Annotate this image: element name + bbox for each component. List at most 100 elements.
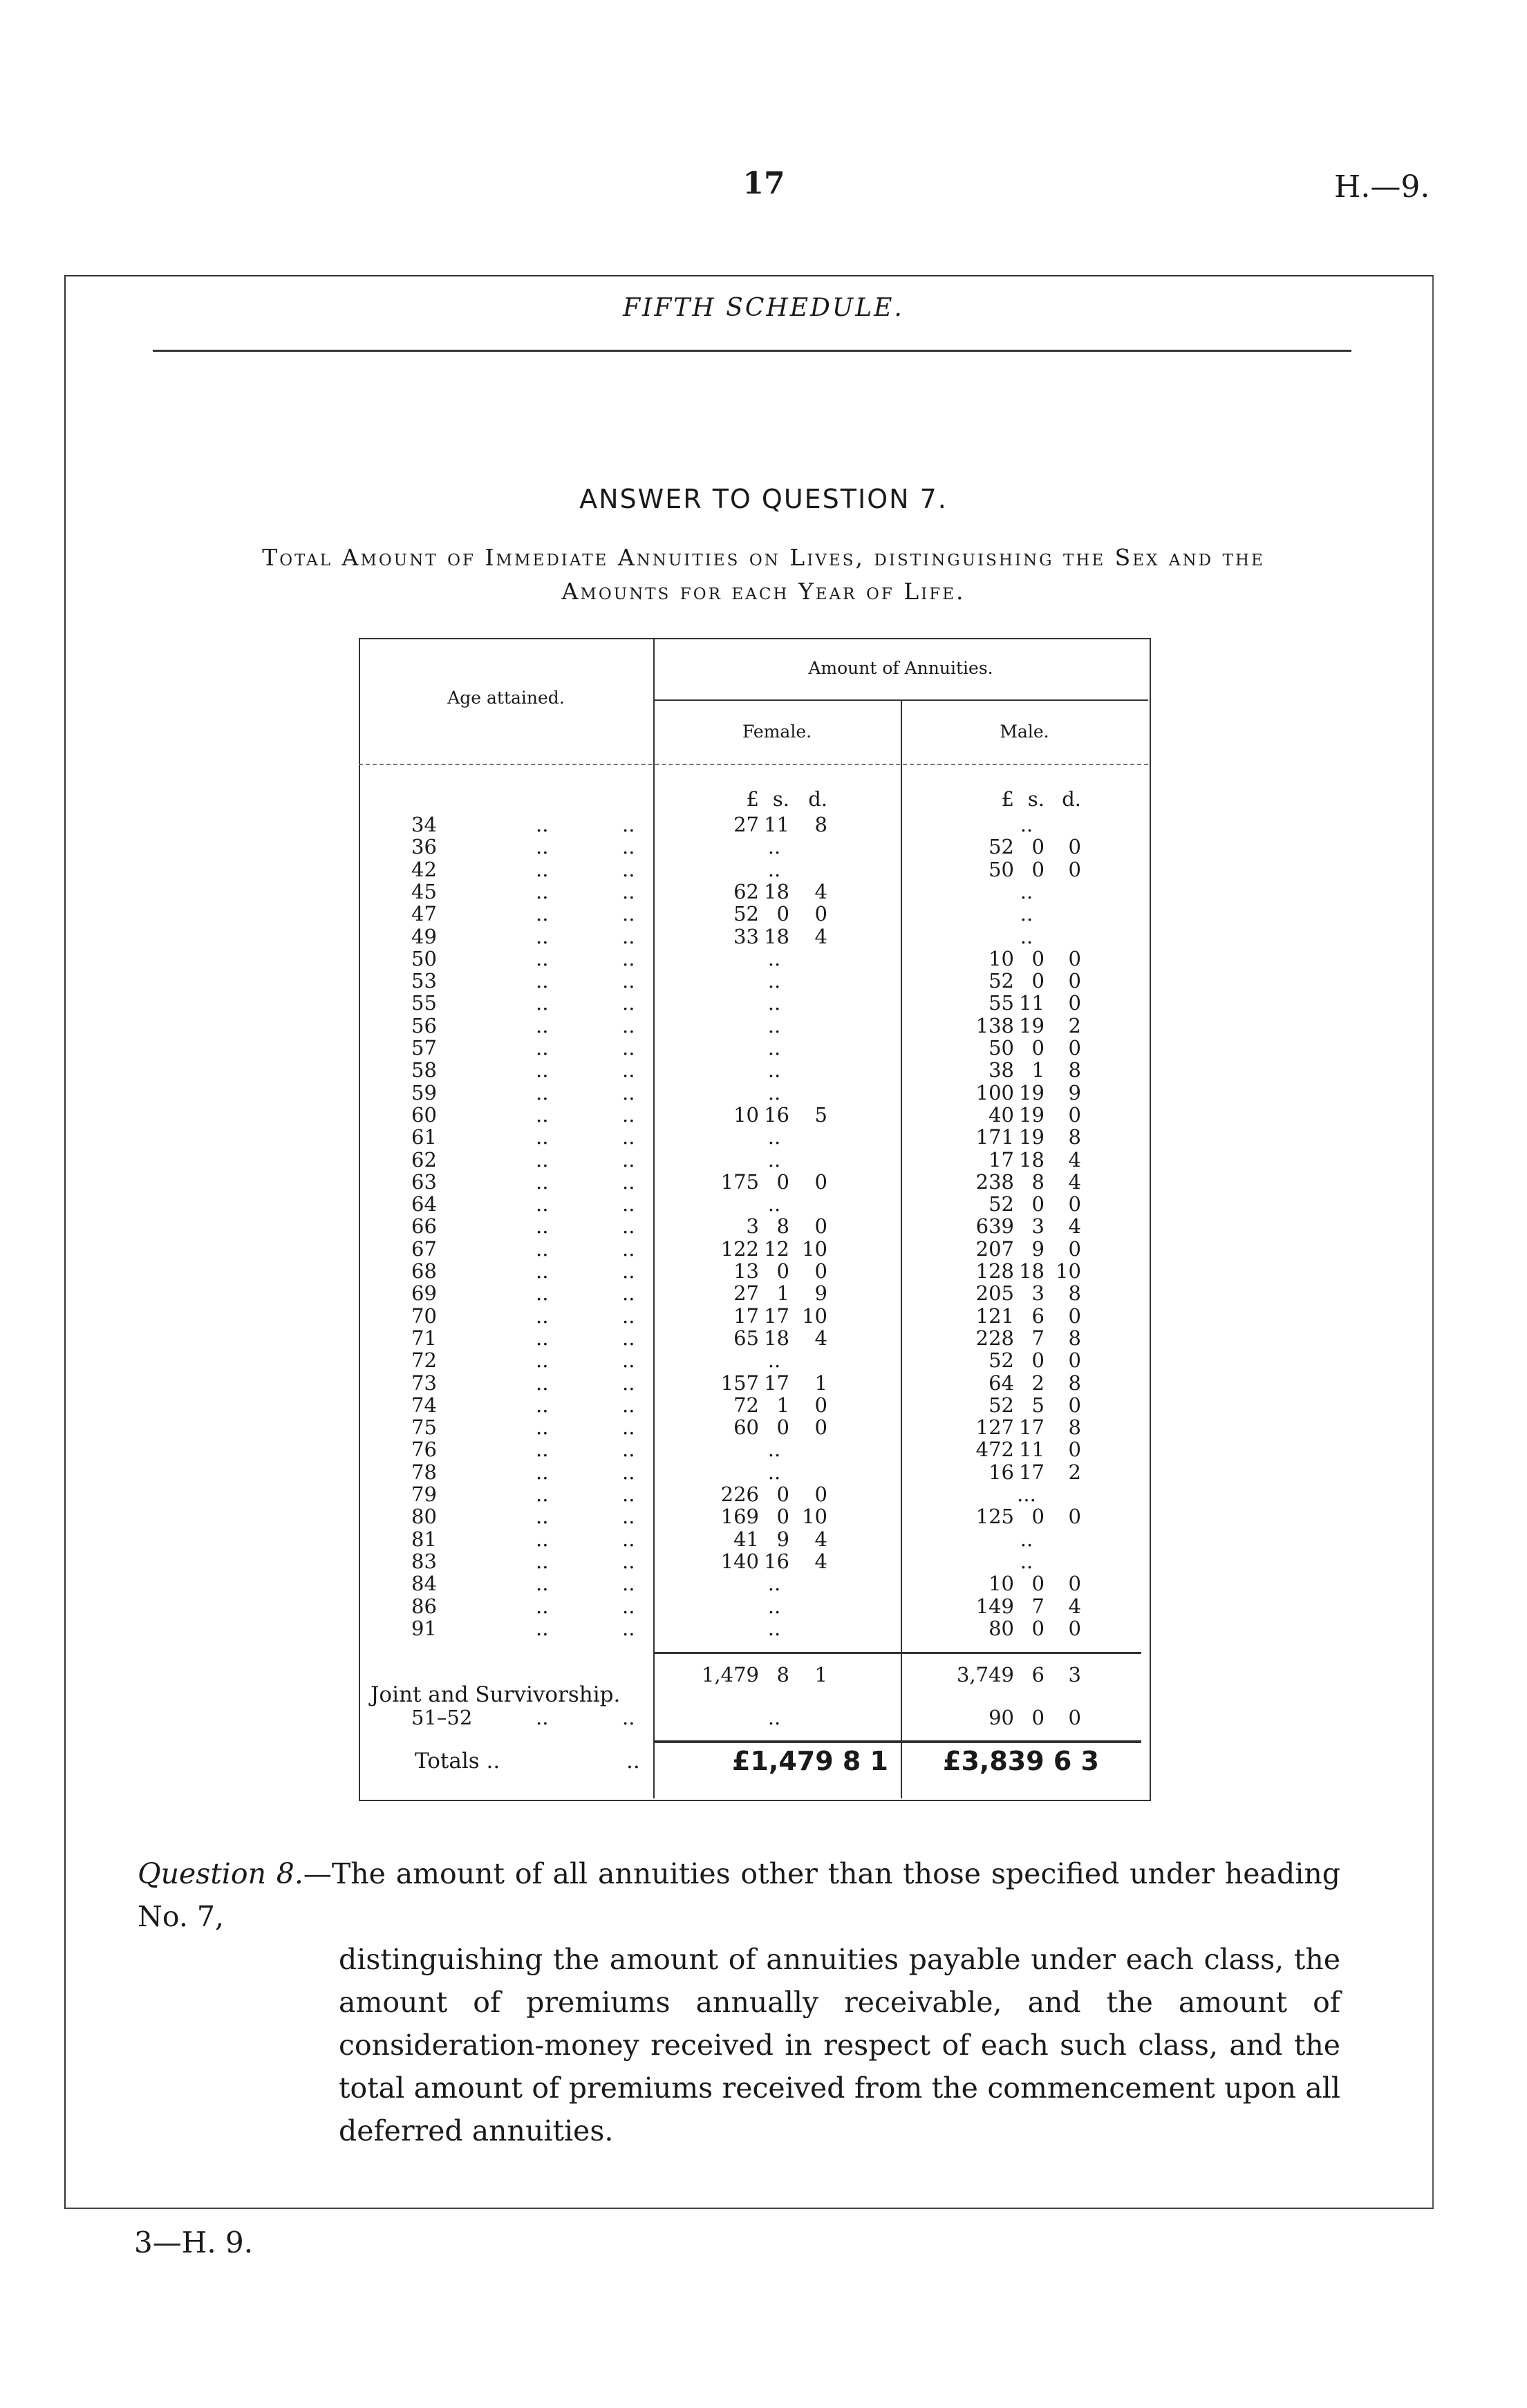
male-pence: 4 — [1068, 1214, 1081, 1239]
leader-dots: .. — [536, 1706, 549, 1729]
female-pence: 5 — [814, 1102, 827, 1127]
male-shillings: 0 — [1031, 1572, 1044, 1596]
col-group-header: Amount of Annuities. — [808, 658, 993, 678]
female-empty: .. — [767, 991, 781, 1015]
female-pence: 10 — [802, 1236, 827, 1261]
leader-dots: .. — [622, 1594, 635, 1618]
female-empty: .. — [767, 1058, 781, 1082]
leader-dots: .. — [536, 1371, 549, 1395]
table-row: 36...... 52 0 0 — [0, 836, 1527, 858]
leader-dots: .. — [622, 1125, 635, 1149]
male-shillings: 0 — [1031, 1348, 1044, 1373]
female-shillings: 0 — [776, 1259, 789, 1283]
leader-dots: .. — [622, 1616, 635, 1640]
male-pence: 8 — [1068, 1371, 1081, 1395]
female-empty: .. — [767, 1594, 781, 1618]
leader-dots: .. — [536, 1013, 549, 1037]
totals-dots: .. — [626, 1749, 640, 1774]
age-cell: 71 — [411, 1326, 437, 1350]
col-male-header: Male. — [1000, 722, 1049, 742]
female-shillings: 1 — [776, 1281, 789, 1306]
female-pounds: 27 — [733, 813, 759, 836]
male-pence: 0 — [1068, 969, 1081, 993]
question-8-label: Question 8. — [138, 1857, 303, 1890]
male-pounds: £ — [1001, 787, 1014, 811]
leader-dots: .. — [622, 902, 635, 926]
male-pence: 0 — [1068, 1304, 1081, 1328]
leader-dots: .. — [536, 835, 549, 859]
male-pounds: 100 — [975, 1080, 1014, 1104]
table-row: 42...... 50 0 0 — [0, 858, 1527, 881]
table-row: 34.... 27 11 8.. — [0, 813, 1527, 836]
age-cell: 47 — [411, 902, 437, 926]
male-shillings: 2 — [1031, 1371, 1044, 1395]
table-row: 55...... 55 11 0 — [0, 992, 1527, 1014]
table-row: 91...... 80 0 0 — [0, 1617, 1527, 1639]
male-shillings: 9 — [1031, 1236, 1044, 1261]
female-shillings: 17 — [764, 1371, 789, 1395]
leader-dots: .. — [622, 1371, 635, 1395]
female-pence: 0 — [814, 1393, 827, 1417]
female-empty: .. — [767, 1616, 781, 1640]
male-pence: 8 — [1068, 1415, 1081, 1440]
male-pounds: 171 — [975, 1125, 1014, 1149]
leader-dots: .. — [622, 1483, 635, 1506]
table-row: 66.... 3 8 0 639 3 4 — [0, 1215, 1527, 1237]
male-pence: 4 — [1068, 1169, 1081, 1194]
annuities-table — [359, 638, 1151, 1801]
table-row: 47.... 52 0 0.. — [0, 903, 1527, 925]
female-shillings: 17 — [764, 1304, 789, 1328]
female-pence: 1 — [814, 1371, 827, 1395]
age-cell: 51–52 — [411, 1706, 473, 1729]
table-row: 72...... 52 0 0 — [0, 1349, 1527, 1371]
header-divider — [653, 699, 1148, 701]
female-shillings: s. — [772, 787, 789, 811]
male-pounds: 228 — [975, 1326, 1014, 1350]
male-pence: 8 — [1068, 1058, 1081, 1082]
leader-dots: .. — [622, 1281, 635, 1306]
female-pence: 10 — [802, 1304, 827, 1328]
female-pounds: 13 — [733, 1259, 759, 1283]
leader-dots: .. — [536, 902, 549, 926]
leader-dots: .. — [536, 857, 549, 881]
male-pounds: 50 — [989, 1036, 1014, 1060]
male-shillings: 19 — [1019, 1080, 1044, 1104]
age-cell: 81 — [411, 1527, 437, 1551]
male-shillings: 17 — [1019, 1415, 1044, 1440]
male-empty: .. — [1020, 813, 1033, 836]
column-divider — [901, 699, 902, 1798]
age-cell: 86 — [411, 1594, 437, 1618]
table-row: 45.... 62 18 4.. — [0, 881, 1527, 903]
leader-dots: .. — [536, 1169, 549, 1194]
leader-dots: .. — [622, 1036, 635, 1060]
male-pence: 8 — [1068, 1281, 1081, 1306]
female-pounds: 3 — [746, 1214, 759, 1239]
leader-dots: .. — [622, 813, 635, 836]
leader-dots: .. — [536, 1147, 549, 1172]
male-pounds: 52 — [989, 1393, 1014, 1417]
age-cell: 36 — [411, 835, 437, 859]
female-pence: d. — [808, 787, 827, 811]
female-pounds: 60 — [733, 1415, 759, 1440]
female-pounds: 72 — [733, 1393, 759, 1417]
leader-dots: .. — [536, 1236, 549, 1261]
female-shillings: 0 — [776, 1505, 789, 1529]
age-cell: 73 — [411, 1371, 437, 1395]
female-empty: .. — [767, 1438, 781, 1462]
male-pence: 4 — [1068, 1147, 1081, 1172]
column-divider — [653, 638, 655, 1798]
female-empty: .. — [767, 857, 781, 881]
female-empty: .. — [767, 1147, 781, 1172]
female-empty: .. — [767, 1348, 781, 1373]
female-empty: .. — [767, 1572, 781, 1596]
schedule-title: FIFTH SCHEDULE. — [623, 294, 904, 322]
male-pounds: 10 — [989, 1572, 1014, 1596]
female-empty: .. — [767, 1125, 781, 1149]
male-pounds: 149 — [975, 1594, 1014, 1618]
male-pounds: 50 — [989, 857, 1014, 881]
female-pence: 0 — [814, 1415, 827, 1440]
leader-dots: .. — [536, 1259, 549, 1283]
leader-dots: .. — [536, 1058, 549, 1082]
col-age-header: Age attained. — [447, 688, 565, 708]
leader-dots: .. — [536, 1036, 549, 1060]
